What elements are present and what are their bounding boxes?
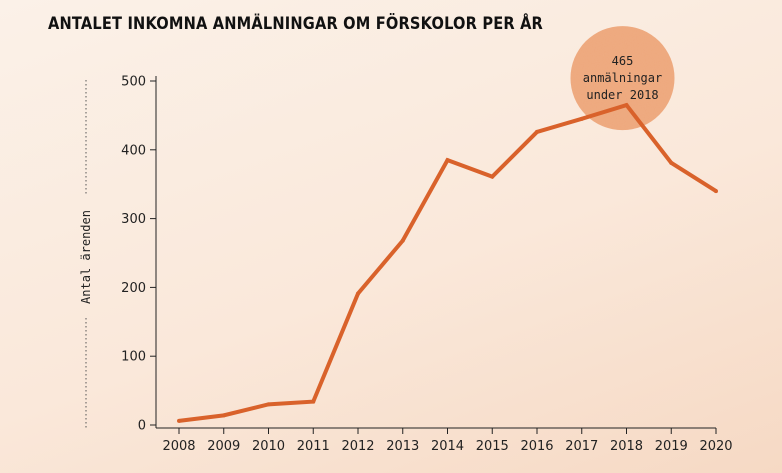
x-tick-label: 2013 bbox=[386, 439, 419, 454]
y-tick-label: 500 bbox=[121, 75, 146, 90]
x-tick-label: 2011 bbox=[297, 439, 330, 454]
y-tick-label: 100 bbox=[121, 350, 146, 365]
annotation-bubble bbox=[570, 26, 675, 131]
y-tick-label: 400 bbox=[121, 143, 146, 158]
x-tick-label: 2009 bbox=[207, 439, 240, 454]
data-point-2011 bbox=[311, 399, 316, 404]
annotation-text-line-2: under 2018 bbox=[586, 88, 658, 102]
x-tick-label: 2010 bbox=[252, 439, 285, 454]
annotation-text-line-1: anmälningar bbox=[583, 71, 662, 85]
x-tick-label: 2012 bbox=[341, 439, 374, 454]
data-point-2015 bbox=[490, 174, 495, 179]
x-tick-label: 2014 bbox=[431, 439, 464, 454]
data-point-2019 bbox=[669, 160, 674, 165]
y-tick-label: 300 bbox=[121, 212, 146, 227]
x-tick-label: 2015 bbox=[476, 439, 509, 454]
chart-title: ANTALET INKOMNA ANMÄLNINGAR OM FÖRSKOLOR… bbox=[48, 14, 543, 34]
x-tick-label: 2008 bbox=[162, 439, 195, 454]
data-point-2012 bbox=[356, 291, 360, 296]
data-point-2020 bbox=[714, 189, 718, 194]
annotation-value: 465 bbox=[612, 54, 634, 68]
x-tick-label: 2020 bbox=[699, 439, 732, 454]
x-tick-label: 2018 bbox=[610, 439, 643, 454]
x-tick-label: 2016 bbox=[520, 439, 553, 454]
data-point-2010 bbox=[266, 402, 271, 407]
x-tick-label: 2019 bbox=[655, 439, 688, 454]
data-point-2009 bbox=[221, 413, 226, 418]
series-line bbox=[178, 102, 718, 423]
data-point-2017 bbox=[579, 116, 584, 121]
data-point-2018 bbox=[624, 103, 629, 108]
y-axis-label: Antal ärenden bbox=[79, 210, 93, 304]
y-tick-label: 0 bbox=[138, 419, 146, 434]
data-point-2016 bbox=[535, 129, 539, 134]
data-point-2013 bbox=[400, 238, 405, 243]
data-point-2014 bbox=[445, 158, 450, 163]
data-point-2008 bbox=[177, 418, 181, 423]
y-tick-label: 200 bbox=[121, 281, 146, 296]
x-tick-label: 2017 bbox=[565, 439, 598, 454]
